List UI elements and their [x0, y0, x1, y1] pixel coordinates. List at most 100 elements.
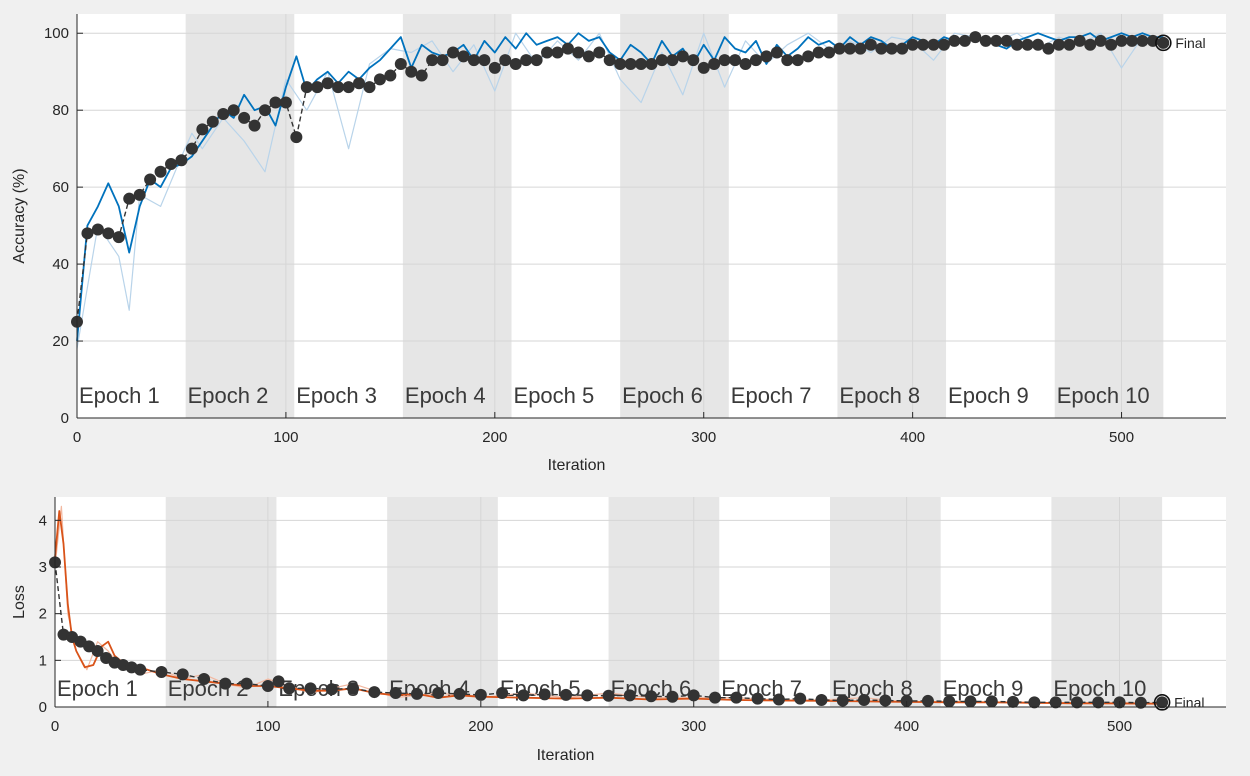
accuracy-validation-point — [227, 104, 240, 117]
accuracy-validation-point — [875, 42, 888, 55]
loss-validation-point — [964, 695, 977, 708]
accuracy-x-tick-label: 300 — [691, 429, 716, 446]
accuracy-validation-point — [394, 58, 407, 71]
accuracy-validation-point — [1021, 38, 1034, 51]
accuracy-validation-point — [332, 81, 345, 94]
loss-validation-point — [751, 692, 764, 705]
accuracy-validation-point — [436, 54, 449, 67]
accuracy-validation-point — [279, 96, 292, 109]
loss-y-tick-label: 3 — [39, 559, 47, 576]
loss-epoch-band — [1051, 497, 1163, 707]
accuracy-validation-point — [488, 61, 501, 74]
loss-x-tick-label: 100 — [255, 718, 280, 735]
accuracy-y-axis-title: Accuracy (%) — [11, 168, 28, 263]
loss-validation-point — [900, 694, 913, 707]
accuracy-epoch-label: Epoch 5 — [514, 383, 595, 408]
accuracy-validation-point — [1073, 34, 1086, 47]
accuracy-epoch-label: Epoch 10 — [1057, 383, 1150, 408]
accuracy-validation-point — [175, 154, 188, 167]
loss-validation-point — [623, 689, 636, 702]
accuracy-validation-point — [321, 77, 334, 90]
accuracy-validation-point — [206, 115, 219, 128]
loss-validation-point — [91, 645, 104, 657]
accuracy-validation-point — [1011, 38, 1024, 51]
accuracy-epoch-band — [1054, 14, 1164, 418]
accuracy-validation-point — [447, 46, 460, 59]
accuracy-y-tick-label: 40 — [52, 256, 69, 273]
loss-validation-point — [453, 687, 466, 700]
accuracy-validation-point — [958, 34, 971, 47]
accuracy-validation-point — [708, 58, 721, 71]
accuracy-final-point — [1158, 37, 1169, 48]
accuracy-x-tick-label: 100 — [273, 429, 298, 446]
accuracy-validation-point — [112, 231, 125, 244]
accuracy-x-axis-title: Iteration — [548, 457, 606, 474]
accuracy-validation-point — [854, 42, 867, 55]
accuracy-validation-point — [582, 50, 595, 63]
loss-validation-point — [1134, 696, 1147, 709]
accuracy-validation-point — [196, 123, 209, 136]
loss-x-tick-label: 200 — [468, 718, 493, 735]
accuracy-validation-point — [781, 54, 794, 67]
accuracy-validation-point — [718, 54, 731, 67]
loss-validation-point — [730, 691, 743, 704]
accuracy-validation-point — [300, 81, 313, 94]
accuracy-validation-point — [948, 34, 961, 47]
accuracy-validation-point — [1031, 38, 1044, 51]
loss-y-axis-title: Loss — [11, 585, 28, 619]
accuracy-final-marker — [1155, 34, 1172, 52]
accuracy-validation-point — [791, 54, 804, 67]
accuracy-y-tick-label: 80 — [52, 102, 69, 119]
loss-validation-point — [517, 689, 530, 702]
loss-x-tick-label: 300 — [681, 718, 706, 735]
loss-x-tick-label: 500 — [1107, 718, 1132, 735]
loss-epoch-label: Epoch 1 — [57, 676, 138, 701]
loss-validation-point — [283, 682, 296, 695]
accuracy-validation-point — [1084, 38, 1097, 51]
loss-validation-point — [261, 680, 274, 692]
accuracy-validation-point — [426, 54, 439, 67]
loss-validation-point — [240, 677, 253, 690]
accuracy-validation-point — [572, 46, 585, 59]
accuracy-chart: Epoch 1 Epoch 2 Epoch 3 Epoch 4 Epoch 5 Epoch… — [11, 14, 1226, 474]
accuracy-validation-point — [864, 38, 877, 51]
accuracy-epoch-band — [620, 14, 729, 418]
accuracy-validation-point — [290, 131, 303, 144]
accuracy-epoch-band — [185, 14, 295, 418]
loss-validation-point — [496, 687, 509, 699]
accuracy-validation-point — [165, 158, 178, 171]
accuracy-validation-point — [311, 81, 324, 94]
accuracy-validation-point — [666, 54, 679, 67]
loss-y-tick-label: 0 — [39, 699, 47, 716]
accuracy-validation-point — [760, 50, 773, 63]
loss-validation-point — [432, 687, 445, 699]
accuracy-validation-point — [499, 54, 512, 67]
loss-validation-point — [410, 687, 423, 700]
loss-x-axis-title: Iteration — [537, 747, 595, 764]
accuracy-validation-point — [91, 223, 104, 236]
accuracy-validation-point — [551, 46, 564, 59]
loss-validation-point — [347, 682, 360, 695]
accuracy-epoch-label: Epoch 4 — [405, 383, 486, 408]
accuracy-validation-point — [1000, 34, 1013, 47]
loss-validation-point — [176, 668, 189, 681]
loss-validation-point — [1070, 696, 1083, 709]
accuracy-validation-point — [739, 58, 752, 71]
accuracy-validation-point — [896, 42, 909, 55]
accuracy-validation-point — [530, 54, 543, 67]
accuracy-validation-point — [1042, 42, 1055, 55]
loss-validation-point — [709, 691, 722, 704]
accuracy-epoch-label: Epoch 6 — [622, 383, 703, 408]
loss-validation-point — [645, 690, 658, 703]
loss-validation-point — [368, 686, 381, 699]
loss-validation-point — [921, 694, 934, 707]
accuracy-validation-point — [259, 104, 272, 117]
loss-validation-point — [858, 694, 871, 706]
accuracy-validation-point — [687, 54, 700, 67]
loss-validation-point — [272, 675, 285, 688]
accuracy-validation-point — [238, 111, 251, 124]
accuracy-validation-point — [561, 42, 574, 55]
accuracy-validation-point — [645, 58, 658, 71]
accuracy-validation-point — [102, 227, 115, 240]
accuracy-x-tick-label: 200 — [482, 429, 507, 446]
